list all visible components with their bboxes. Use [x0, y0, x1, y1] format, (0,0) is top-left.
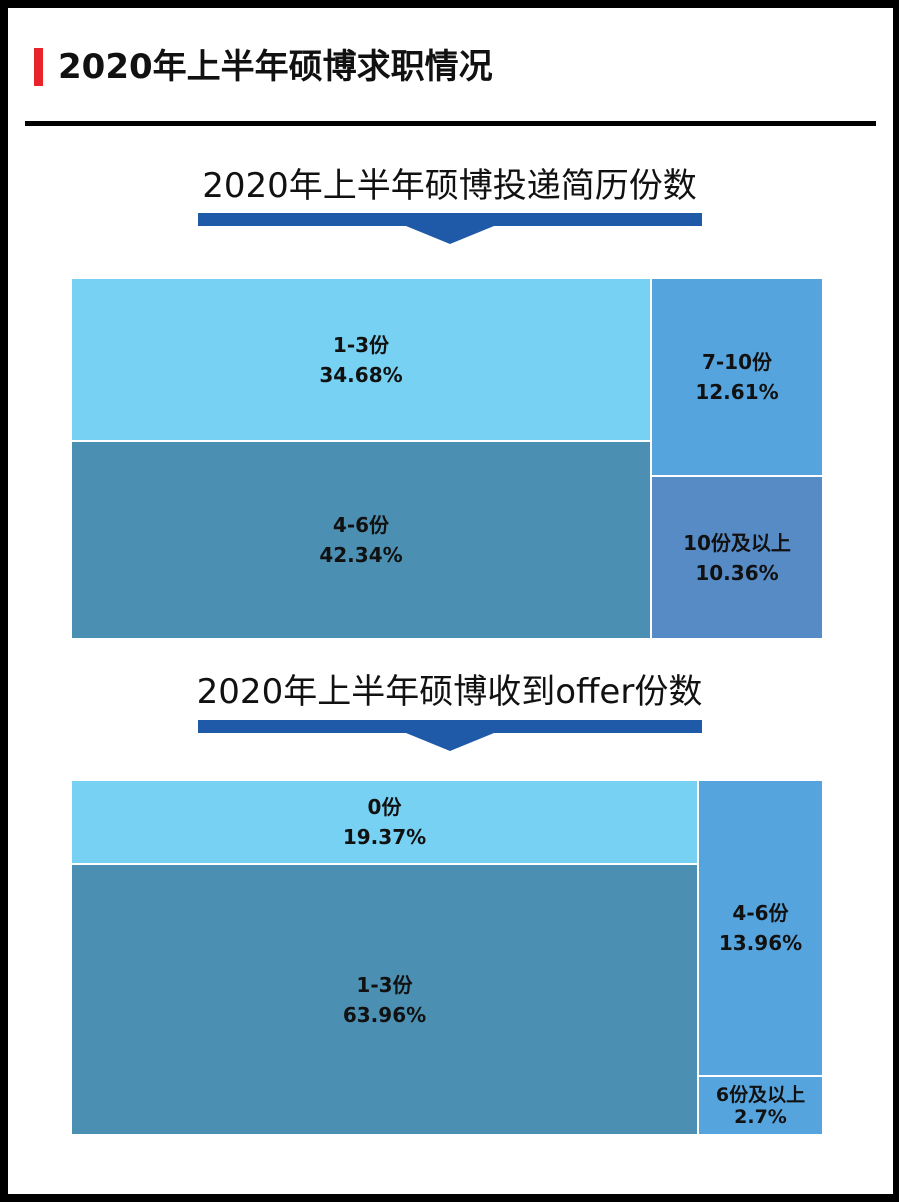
- page-title: 2020年上半年硕博求职情况: [58, 47, 493, 87]
- resume-treemap: 1-3份 34.68% 4-6份 42.34% 7-10份 12.61% 10份及以上 10.…: [72, 279, 822, 638]
- cell-percentage-label: 34.68%: [319, 362, 403, 387]
- treemap-cell: 7-10份 12.61%: [652, 279, 822, 475]
- offer-treemap: 0份 19.37% 1-3份 63.96% 4-6份 13.96% 6份及以上 2.7%: [72, 781, 822, 1134]
- chart1-arrow-icon: [406, 226, 494, 244]
- treemap-cell: 4-6份 13.96%: [699, 781, 822, 1075]
- cell-category-label: 1-3份: [332, 332, 390, 357]
- chart2-arrow-icon: [406, 733, 494, 751]
- cell-percentage-label: 10.36%: [695, 560, 779, 585]
- treemap-cell: 1-3份 34.68%: [72, 279, 650, 440]
- title-accent-bar: [34, 48, 43, 86]
- cell-category-label: 10份及以上: [683, 530, 791, 555]
- cell-category-label: 1-3份: [356, 972, 413, 997]
- cell-category-label: 4-6份: [732, 901, 789, 925]
- treemap-cell: 10份及以上 10.36%: [652, 477, 822, 638]
- cell-percentage-label: 12.61%: [695, 380, 779, 404]
- treemap-cell: 6份及以上 2.7%: [699, 1077, 822, 1134]
- cell-percentage-label: 2.7%: [734, 1105, 787, 1128]
- treemap-cell: 4-6份 42.34%: [72, 442, 650, 638]
- cell-category-label: 6份及以上: [715, 1083, 806, 1106]
- cell-category-label: 4-6份: [332, 513, 390, 537]
- chart2-title-band: [198, 720, 702, 733]
- cell-category-label: 0份: [367, 795, 402, 819]
- chart1-title: 2020年上半年硕博投递简历份数: [202, 166, 697, 206]
- cell-category-label: 7-10份: [701, 350, 773, 374]
- chart2-title: 2020年上半年硕博收到offer份数: [196, 672, 703, 712]
- cell-percentage-label: 42.34%: [319, 543, 403, 567]
- title-divider: [25, 121, 876, 126]
- cell-percentage-label: 63.96%: [342, 1002, 427, 1027]
- cell-percentage-label: 13.96%: [718, 931, 803, 955]
- chart1-title-band: [198, 213, 702, 226]
- treemap-cell: 1-3份 63.96%: [72, 865, 697, 1134]
- cell-percentage-label: 19.37%: [342, 825, 427, 849]
- treemap-cell: 0份 19.37%: [72, 781, 697, 863]
